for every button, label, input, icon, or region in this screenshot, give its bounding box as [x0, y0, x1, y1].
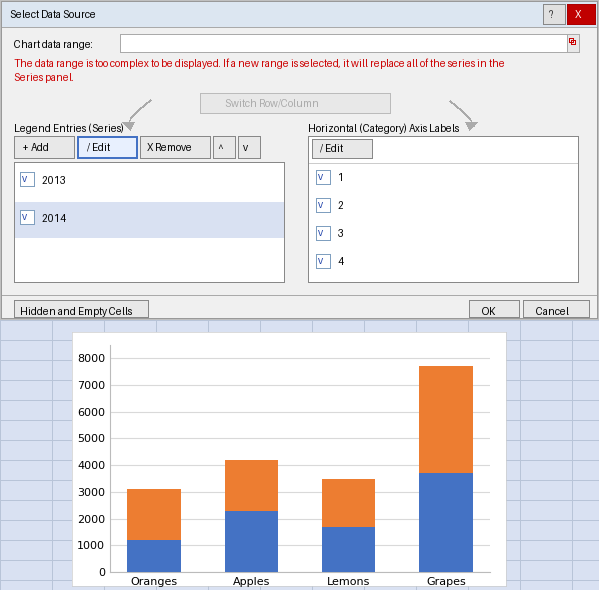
Bar: [419, 366, 473, 473]
Bar: [322, 478, 376, 527]
Bar: [419, 473, 473, 572]
Bar: [127, 540, 181, 572]
Bar: [225, 460, 278, 510]
Bar: [127, 489, 181, 540]
Bar: [322, 527, 376, 572]
Bar: [225, 510, 278, 572]
